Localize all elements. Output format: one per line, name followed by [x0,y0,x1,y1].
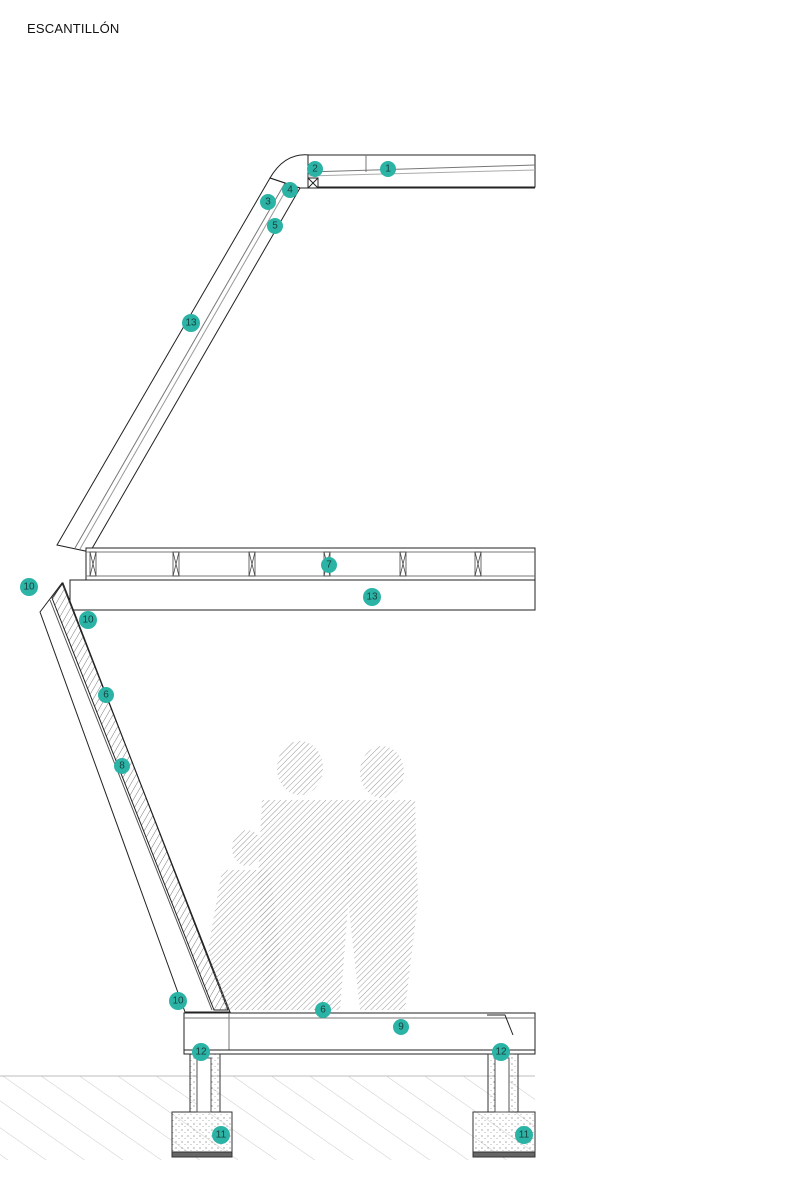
marker-13-middle: 13 [363,588,381,606]
roof-top-panel [300,154,536,189]
marker-3: 3 [260,194,276,210]
svg-text:13: 13 [366,592,378,603]
marker-5: 5 [267,218,283,234]
svg-text:5: 5 [272,221,278,232]
svg-text:10: 10 [82,615,94,626]
svg-text:7: 7 [326,560,332,571]
marker-12-right: 12 [492,1043,510,1061]
marker-9: 9 [393,1019,409,1035]
svg-text:11: 11 [519,1130,530,1141]
svg-text:6: 6 [103,690,109,701]
marker-6-floor: 6 [315,1002,331,1018]
marker-10-bottom: 10 [169,992,187,1010]
human-silhouettes [208,741,418,1010]
markers: 1 2 3 4 5 13 7 13 10 10 6 8 10 6 9 12 12… [20,161,533,1144]
marker-4: 4 [282,182,298,198]
middle-floor [69,547,536,611]
svg-text:4: 4 [287,185,293,196]
ground-floor-beam [183,1012,536,1055]
marker-10-left: 10 [20,578,38,596]
svg-text:12: 12 [195,1047,207,1058]
marker-12-left: 12 [192,1043,210,1061]
page-title: ESCANTILLÓN [27,21,120,36]
marker-8: 8 [114,758,130,774]
marker-10-middle: 10 [79,611,97,629]
svg-text:12: 12 [495,1047,507,1058]
marker-6-wall: 6 [98,687,114,703]
svg-text:8: 8 [119,761,125,772]
marker-2: 2 [307,161,323,177]
lower-wall [39,581,231,1013]
svg-text:9: 9 [398,1022,404,1033]
svg-text:10: 10 [23,582,35,593]
svg-text:1: 1 [385,164,391,175]
svg-text:3: 3 [265,197,271,208]
upper-rafter [56,154,311,553]
svg-text:11: 11 [216,1130,227,1141]
svg-text:10: 10 [172,996,184,1007]
marker-1: 1 [380,161,396,177]
ground-hatch [0,1075,535,1160]
marker-11-right: 11 [515,1126,533,1144]
svg-text:13: 13 [185,318,197,329]
marker-11-left: 11 [212,1126,230,1144]
svg-text:2: 2 [312,164,318,175]
svg-text:6: 6 [320,1005,326,1016]
marker-7: 7 [321,557,337,573]
foundation-left [171,1053,233,1158]
marker-13-upper: 13 [182,314,200,332]
